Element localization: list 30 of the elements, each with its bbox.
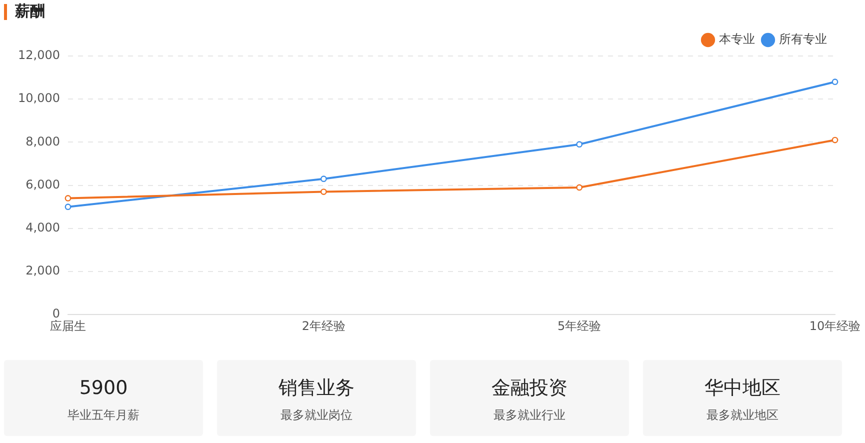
x-tick-label: 2年经验 xyxy=(302,318,346,333)
text: 销售业务 xyxy=(278,376,356,400)
text: 5900 xyxy=(78,376,129,400)
y-tick-label: 4,000 xyxy=(26,220,60,235)
x-tick-label: 10年经验 xyxy=(809,318,861,333)
text: 金融投资 xyxy=(490,376,568,400)
x-tick-label: 5年经验 xyxy=(558,318,602,333)
legend-label: 所有专业 xyxy=(779,32,827,46)
point xyxy=(320,176,327,182)
y-tick-label: 6,000 xyxy=(26,177,60,192)
point xyxy=(576,141,583,148)
chart-title: 薪酬 xyxy=(15,2,45,21)
point xyxy=(832,136,838,144)
y-tick-label: 2,000 xyxy=(26,264,60,278)
text: 毕业五年月薪 xyxy=(66,407,140,424)
y-tick-label: 8,000 xyxy=(26,134,60,148)
point xyxy=(64,204,72,210)
text: 华中地区 xyxy=(704,376,782,400)
legend-label: 本专业 xyxy=(719,32,755,46)
x-tick-label: 应届生 xyxy=(50,318,86,333)
text: 最多就业岗位 xyxy=(280,407,354,424)
point xyxy=(320,188,327,195)
point xyxy=(576,184,583,191)
text: 最多就业地区 xyxy=(706,407,780,424)
y-tick-label: 10,000 xyxy=(18,91,60,106)
text: 最多就业行业 xyxy=(492,407,566,424)
point xyxy=(832,78,838,86)
point xyxy=(64,195,72,202)
y-tick-label: 0 xyxy=(52,306,60,321)
y-tick-label: 12,000 xyxy=(18,48,60,62)
